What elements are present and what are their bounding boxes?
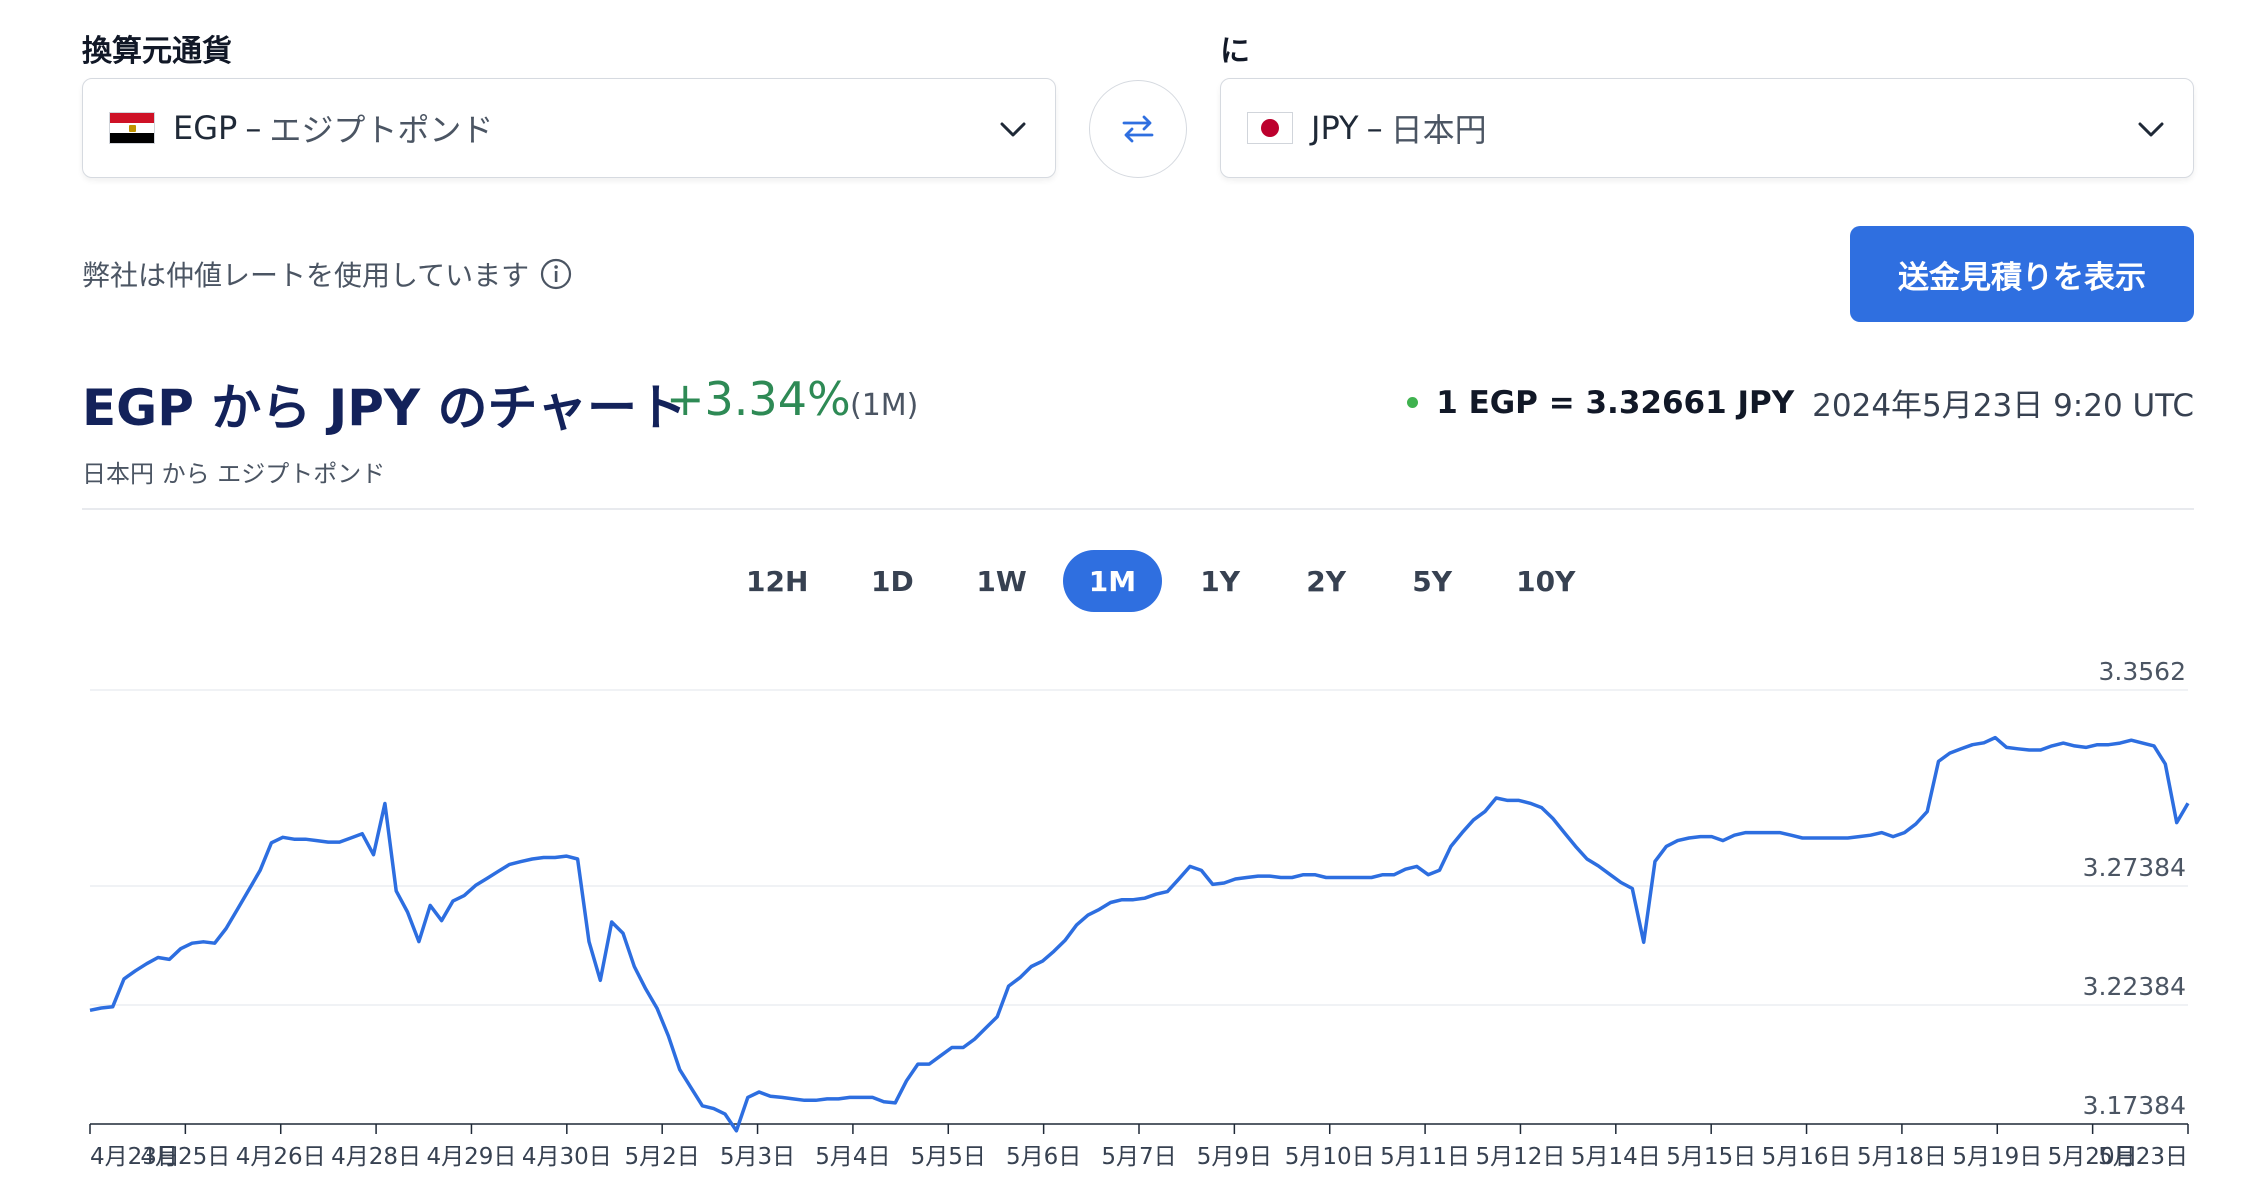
range-tab-5y[interactable]: 5Y [1384,550,1480,612]
x-tick-label: 5月5日 [911,1144,986,1170]
x-tick-label: 4月23日 [90,1144,180,1170]
x-tick-label: 5月18日 [1857,1144,1947,1170]
time-range-tabs: 12H 1D 1W 1M 1Y 2Y 5Y 10Y [720,550,1601,612]
chart-title: EGP から JPY のチャート [82,379,688,437]
from-currency-label: 換算元通貨 [82,34,232,69]
x-tick-label: 4月26日 [236,1144,326,1170]
swap-currencies-button[interactable] [1089,80,1187,178]
x-tick-label: 5月2日 [625,1144,700,1170]
to-currency-separator: – [1366,109,1383,147]
rate-change: +3.34% [666,372,851,426]
swap-arrows-icon [1122,115,1154,143]
from-currency-code: EGP [173,109,238,147]
from-currency-select[interactable]: EGP – エジプトポンド [82,78,1056,178]
send-quote-button[interactable]: 送金見積りを表示 [1850,226,2194,322]
x-tick-label: 4月30日 [522,1144,612,1170]
rate-change-period: (1M) [850,388,919,423]
range-tab-12h[interactable]: 12H [720,550,834,612]
x-tick-label: 5月9日 [1197,1144,1272,1170]
x-tick-label: 5月16日 [1762,1144,1852,1170]
midrate-note-text: 弊社は仲値レートを使用しています [82,259,530,292]
chevron-down-icon [1000,122,1026,137]
from-currency-name: エジプトポンド [269,111,494,149]
x-tick-label: 5月12日 [1476,1144,1566,1170]
midrate-note: 弊社は仲値レートを使用しています [82,254,573,294]
x-tick-label: 5月10日 [1285,1144,1375,1170]
egypt-flag-icon [109,112,155,144]
chevron-down-icon [2138,122,2164,137]
x-tick-label: 5月11日 [1380,1144,1470,1170]
range-tab-1d[interactable]: 1D [844,550,940,612]
live-status-dot [1407,397,1419,408]
range-tab-2y[interactable]: 2Y [1278,550,1374,612]
current-rate: 1 EGP = 3.32661 JPY 2024年5月23日 9:20 UTC [1407,380,2194,425]
chart-subtitle-link[interactable]: 日本円 から エジプトポンド [82,460,386,488]
to-currency-code: JPY [1311,109,1359,147]
x-tick-label: 5月7日 [1101,1144,1176,1170]
to-currency-select[interactable]: JPY – 日本円 [1220,78,2194,178]
range-tab-10y[interactable]: 10Y [1490,550,1601,612]
range-tab-1m[interactable]: 1M [1062,550,1163,612]
y-tick-label: 3.3562 [2099,657,2186,686]
current-rate-value: 1 EGP = 3.32661 JPY [1436,384,1795,421]
x-tick-label: 4月28日 [331,1144,421,1170]
x-tick-label: 5月20日 [2048,1144,2138,1170]
x-tick-label: 4月29日 [427,1144,517,1170]
from-currency-separator: – [245,109,262,147]
x-tick-label: 5月19日 [1952,1144,2042,1170]
y-tick-label: 3.22384 [2083,972,2186,1001]
rate-timestamp: 2024年5月23日 9:20 UTC [1812,388,2194,424]
info-icon[interactable] [539,257,573,291]
range-tab-1w[interactable]: 1W [950,550,1052,612]
divider [82,508,2194,510]
x-tick-label: 5月23日 [2098,1144,2188,1170]
x-tick-label: 5月14日 [1571,1144,1661,1170]
x-tick-label: 5月15日 [1666,1144,1756,1170]
japan-flag-icon [1247,112,1293,144]
x-tick-label: 5月4日 [815,1144,890,1170]
range-tab-1y[interactable]: 1Y [1172,550,1268,612]
series-line [89,735,2190,1133]
x-tick-label: 5月6日 [1006,1144,1081,1170]
y-tick-label: 3.27384 [2083,853,2186,882]
to-currency-name: 日本円 [1390,111,1487,149]
x-tick-label: 5月3日 [720,1144,795,1170]
to-currency-label: に [1220,34,1250,69]
y-tick-label: 3.17384 [2083,1091,2186,1120]
x-tick-label: 4月25日 [140,1144,230,1170]
